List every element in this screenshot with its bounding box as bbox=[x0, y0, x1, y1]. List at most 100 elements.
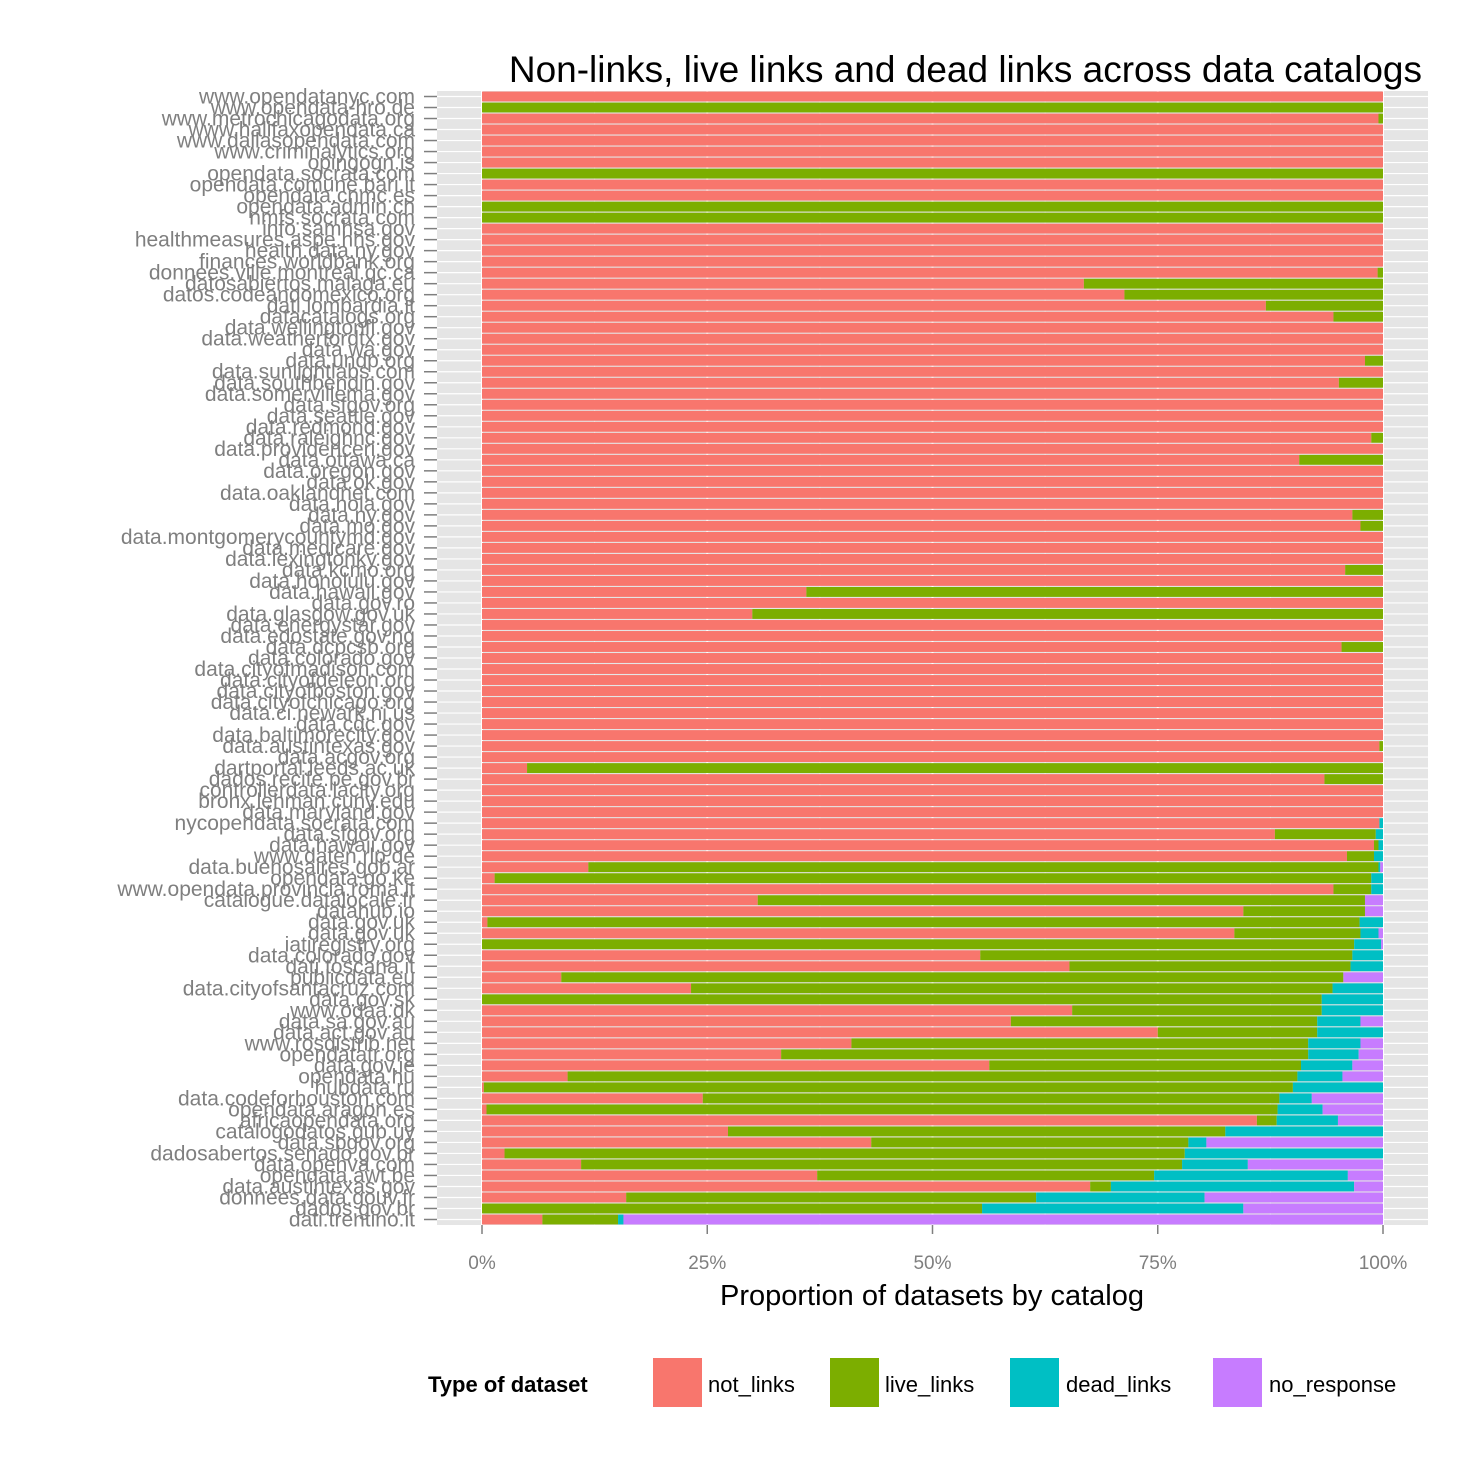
category-label: data.redmond.gov bbox=[246, 416, 416, 439]
bar-segment-dead_links bbox=[1308, 1049, 1359, 1060]
bar-segment-not_links bbox=[482, 642, 1342, 652]
bar-segment-live_links bbox=[1243, 906, 1365, 917]
bar-segment-no_response bbox=[1378, 928, 1383, 939]
bar-segment-not_links bbox=[482, 1126, 728, 1137]
bar-segment-not_links bbox=[482, 344, 1383, 355]
bar-segment-not_links bbox=[482, 730, 1383, 741]
bar-segment-live_links bbox=[1265, 300, 1383, 311]
category-label: data.ci.newark.nj.us bbox=[229, 702, 415, 725]
category-label: datacatalogs.org bbox=[260, 306, 415, 329]
bar-segment-no_response bbox=[1247, 1159, 1383, 1170]
category-label: data.sfgov.org bbox=[283, 394, 415, 417]
category-label: data.austintexas.gov bbox=[222, 1175, 415, 1198]
bar-segment-not_links bbox=[482, 840, 1374, 851]
category-label: opingogn.is bbox=[308, 152, 415, 175]
bar-segment-not_links bbox=[482, 1038, 852, 1049]
category-label: dadosabertos.senado.gov.br bbox=[150, 1142, 415, 1165]
category-label: datos.codeandomexico.org bbox=[163, 284, 415, 307]
bar-segment-not_links bbox=[482, 498, 1383, 509]
bar-segment-live_links bbox=[504, 1148, 1185, 1159]
category-label: data.wellingtonfl.gov bbox=[225, 317, 416, 340]
bar-segment-not_links bbox=[482, 1027, 1158, 1038]
bar-segment-no_response bbox=[623, 1214, 1383, 1225]
bar-segment-not_links bbox=[482, 333, 1383, 344]
bar-segment-live_links bbox=[1157, 1027, 1318, 1038]
bar-segment-no_response bbox=[1206, 1137, 1383, 1148]
bar-segment-not_links bbox=[482, 1137, 872, 1148]
bar-segment-no_response bbox=[1322, 1104, 1383, 1115]
bar-segment-no_response bbox=[1204, 1192, 1383, 1203]
bar-segment-live_links bbox=[1072, 1005, 1322, 1016]
bar-segment-dead_links bbox=[1373, 851, 1383, 862]
bar-segment-dead_links bbox=[1371, 884, 1383, 895]
bar-segment-live_links bbox=[1333, 884, 1372, 895]
bar-segment-not_links bbox=[482, 1159, 582, 1170]
bar-segment-no_response bbox=[1347, 1170, 1383, 1181]
bar-segment-not_links bbox=[482, 1192, 627, 1203]
category-label: healthmeasures.aspe.hhs.gov bbox=[135, 229, 416, 252]
category-label: www.odaa.dk bbox=[289, 999, 415, 1022]
bar-segment-live_links bbox=[482, 994, 1322, 1005]
bar-segment-live_links bbox=[1256, 1115, 1277, 1126]
bar-segment-live_links bbox=[588, 862, 1379, 873]
bars bbox=[482, 91, 1383, 1225]
category-label: data.openva.com bbox=[254, 1153, 415, 1176]
bar-segment-no_response bbox=[1342, 1071, 1383, 1082]
bar-segment-live_links bbox=[494, 873, 1372, 884]
bar-segment-not_links bbox=[482, 113, 1379, 124]
category-label: data.cdc.gov bbox=[296, 713, 416, 736]
bar-segment-live_links bbox=[483, 1082, 1293, 1093]
bar-segment-not_links bbox=[482, 796, 1383, 807]
bar-segment-dead_links bbox=[1354, 939, 1382, 950]
bar-segment-not_links bbox=[482, 146, 1383, 157]
category-label: data.colorado.gov bbox=[248, 647, 415, 670]
bar-segment-not_links bbox=[482, 454, 1300, 465]
bar-segment-live_links bbox=[806, 586, 1383, 597]
bar-segment-not_links bbox=[482, 719, 1383, 730]
bar-segment-not_links bbox=[482, 1060, 990, 1071]
bar-segment-live_links bbox=[1379, 741, 1383, 752]
bar-segment-not_links bbox=[482, 366, 1383, 377]
bar-segment-no_response bbox=[1352, 1060, 1383, 1071]
bar-segment-live_links bbox=[487, 917, 1360, 928]
bar-segment-no_response bbox=[1243, 1203, 1383, 1214]
category-label: data.gov.ro bbox=[311, 592, 415, 615]
bar-segment-live_links bbox=[482, 212, 1383, 223]
bar-segment-not_links bbox=[482, 476, 1383, 487]
category-label: africaopendata.org bbox=[240, 1109, 415, 1132]
category-label: data.ny.gov bbox=[308, 504, 416, 527]
bar-segment-live_links bbox=[482, 168, 1383, 179]
category-label: www.daten.rlp.de bbox=[253, 845, 415, 868]
legend-key-no_response bbox=[1213, 1358, 1262, 1407]
category-label: opendata.hu bbox=[298, 1065, 415, 1088]
bar-segment-no_response bbox=[1381, 939, 1383, 950]
bar-segment-dead_links bbox=[1321, 1005, 1383, 1016]
x-tick-label: 0% bbox=[468, 1253, 496, 1274]
bar-segment-dead_links bbox=[1371, 873, 1383, 884]
bar-segment-not_links bbox=[482, 1148, 505, 1159]
bar-segment-no_response bbox=[1337, 1115, 1383, 1126]
category-label: data.nola.gov bbox=[289, 493, 416, 516]
bar-segment-not_links bbox=[482, 829, 1275, 840]
bar-segment-not_links bbox=[482, 664, 1383, 674]
category-label: data.sfgov.org bbox=[283, 823, 415, 846]
bar-segment-not_links bbox=[482, 267, 1378, 278]
bar-segment-not_links bbox=[482, 388, 1383, 399]
bar-segment-dead_links bbox=[1360, 928, 1379, 939]
bar-segment-not_links bbox=[482, 609, 753, 619]
bar-segment-not_links bbox=[482, 708, 1383, 719]
legend-key-dead_links bbox=[1010, 1358, 1059, 1407]
category-label: dati.trentino.it bbox=[289, 1208, 415, 1231]
bar-segment-live_links bbox=[691, 983, 1333, 994]
bar-segment-live_links bbox=[1090, 1181, 1111, 1192]
category-label: donnees.ville.montreal.qc.ca bbox=[149, 262, 415, 285]
bar-segment-not_links bbox=[482, 465, 1383, 476]
category-label: data.lexingtonky.gov bbox=[225, 548, 415, 571]
bar-segment-dead_links bbox=[1036, 1192, 1205, 1203]
legend-label-live_links: live_links bbox=[885, 1372, 974, 1397]
bar-segment-not_links bbox=[482, 278, 1084, 289]
bar-segment-live_links bbox=[561, 972, 1344, 983]
bar-segment-not_links bbox=[482, 597, 1383, 608]
bar-segment-not_links bbox=[482, 443, 1383, 454]
bar-segment-live_links bbox=[1364, 355, 1383, 366]
